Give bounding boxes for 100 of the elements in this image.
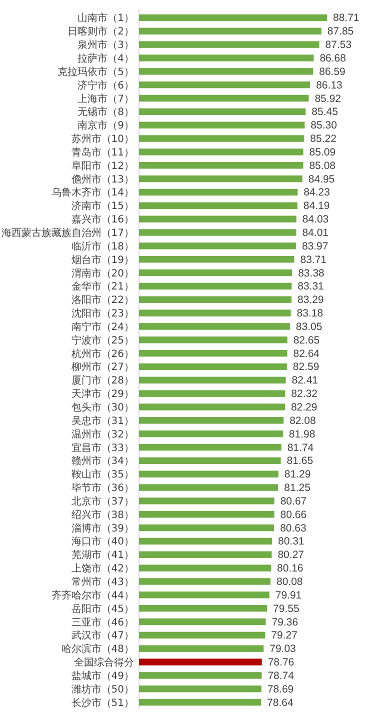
y-tick-label: 上海市（7） — [78, 92, 134, 105]
y-tick-label: 三亚市（46） — [71, 616, 134, 628]
data-label: 80.31 — [278, 536, 304, 548]
data-label: 78.74 — [268, 670, 294, 682]
y-tick-label: 日喀则市（2） — [68, 26, 134, 38]
y-tick-label: 北京市（37） — [71, 495, 134, 508]
data-label: 80.66 — [280, 508, 307, 521]
y-tick-label: 包头市（30） — [71, 401, 134, 414]
y-tick-label: 渭南市（20） — [71, 267, 134, 280]
y-tick-label: 天津市（29） — [71, 388, 134, 400]
data-label: 79.03 — [270, 643, 296, 656]
y-tick-label: 潍坊市（50） — [71, 683, 134, 696]
data-label: 81.65 — [286, 455, 314, 468]
data-label: 78.76 — [268, 656, 294, 669]
data-label: 81.29 — [284, 468, 311, 481]
data-label: 88.71 — [333, 12, 360, 24]
y-tick-label: 海口市（40） — [71, 536, 134, 548]
data-label: 85.30 — [310, 120, 338, 132]
data-label: 84.01 — [302, 226, 329, 239]
y-tick-label: 青岛市（11） — [71, 146, 134, 158]
data-label: 85.45 — [312, 106, 338, 118]
y-tick-label: 长沙市（51） — [71, 696, 134, 709]
data-label: 82.41 — [292, 374, 318, 387]
y-tick-label: 宜昌市（33） — [71, 442, 134, 454]
data-label: 81.25 — [284, 482, 311, 494]
y-tick-label: 上饶市（42） — [71, 562, 134, 575]
y-tick-label: 金华市（21） — [71, 280, 134, 293]
data-label: 85.09 — [309, 146, 336, 158]
y-tick-label: 哈尔滨市（48） — [61, 643, 134, 656]
y-tick-label: 武汉市（47） — [71, 630, 134, 642]
data-label: 79.27 — [271, 630, 298, 642]
y-tick-label: 洛阳市（22） — [71, 294, 134, 306]
y-tick-label: 绍兴市（38） — [71, 508, 134, 521]
y-tick-label: 毕节市（36） — [71, 482, 134, 494]
data-label: 81.74 — [287, 442, 314, 454]
y-tick-label: 赣州市（34） — [71, 455, 134, 468]
data-label: 84.95 — [308, 173, 335, 186]
y-tick-label: 苏州市（10） — [71, 133, 134, 146]
data-label: 83.29 — [298, 294, 324, 306]
data-label: 82.59 — [292, 361, 320, 374]
data-label: 87.85 — [327, 26, 354, 38]
y-tick-label: 拉萨市（4） — [78, 52, 134, 64]
y-tick-label: 盐城市（49） — [71, 670, 134, 682]
data-label: 82.64 — [293, 348, 320, 360]
y-tick-label: 儋州市（13） — [71, 173, 134, 186]
data-label: 82.29 — [290, 401, 318, 414]
y-tick-label: 温州市（32） — [71, 428, 134, 440]
data-label: 80.08 — [276, 576, 303, 588]
data-label: 86.13 — [316, 79, 343, 92]
y-tick-label: 海西蒙古族藏族自治州（17） — [1, 226, 134, 239]
y-tick-label: 吴忠市（31） — [71, 414, 134, 427]
y-tick-label: 泉州市（3） — [78, 39, 134, 52]
y-tick-label: 南京市（9） — [78, 120, 134, 132]
y-tick-label: 柳州市（27） — [71, 361, 134, 374]
data-label: 83.05 — [296, 320, 322, 333]
data-label: 79.36 — [272, 616, 298, 628]
data-label: 82.32 — [291, 388, 318, 400]
y-tick-label: 山南市（1） — [78, 12, 134, 24]
y-tick-label: 南宁市（24） — [71, 320, 134, 333]
y-tick-label: 宁波市（25） — [71, 334, 134, 346]
y-tick-label: 临沂市（18） — [71, 240, 134, 252]
data-label: 86.59 — [319, 66, 346, 78]
data-label: 82.65 — [293, 334, 320, 346]
y-tick-label: 沈阳市（23） — [71, 308, 134, 320]
data-label: 87.53 — [325, 39, 352, 52]
y-tick-label: 常州市（43） — [71, 576, 134, 588]
y-tick-label: 杭州市（26） — [70, 348, 134, 360]
data-label: 84.03 — [302, 214, 329, 226]
data-label: 84.19 — [303, 200, 330, 212]
data-label: 83.97 — [302, 240, 328, 252]
data-label: 86.68 — [320, 52, 346, 64]
y-tick-label: 济宁市（6） — [78, 79, 134, 92]
data-label: 85.08 — [309, 160, 336, 172]
data-label: 81.98 — [288, 428, 316, 440]
y-tick-label: 乌鲁木齐市（14） — [51, 186, 134, 199]
data-label: 83.31 — [298, 280, 324, 293]
y-tick-label: 全国综合得分 — [74, 656, 134, 669]
y-tick-label: 淄博市（39） — [71, 522, 134, 534]
data-label: 78.64 — [267, 696, 294, 709]
y-tick-label: 克拉玛依市（5） — [58, 66, 134, 78]
y-tick-label: 阜阳市（12） — [71, 160, 134, 172]
data-label: 83.18 — [296, 308, 324, 320]
y-tick-label: 烟台市（19） — [71, 254, 134, 266]
y-tick-label: 厦门市（28） — [71, 374, 134, 387]
data-label: 85.92 — [314, 92, 342, 105]
data-label: 80.27 — [278, 549, 304, 562]
data-label: 80.63 — [280, 522, 307, 534]
y-tick-label: 无锡市（8） — [78, 106, 134, 118]
data-label: 80.67 — [280, 495, 307, 508]
data-label: 83.38 — [298, 267, 325, 280]
y-tick-label: 齐齐哈尔市（44） — [51, 589, 134, 602]
data-label: 82.08 — [290, 414, 316, 427]
data-label: 78.69 — [267, 683, 294, 696]
data-label: 80.16 — [277, 562, 304, 575]
data-label: 84.23 — [304, 186, 330, 199]
data-label: 83.71 — [300, 254, 327, 266]
data-label: 85.22 — [310, 133, 337, 146]
y-tick-label: 芜湖市（41） — [71, 549, 134, 562]
y-tick-label: 鞍山市（35） — [71, 468, 134, 481]
data-label: 79.91 — [275, 589, 302, 602]
